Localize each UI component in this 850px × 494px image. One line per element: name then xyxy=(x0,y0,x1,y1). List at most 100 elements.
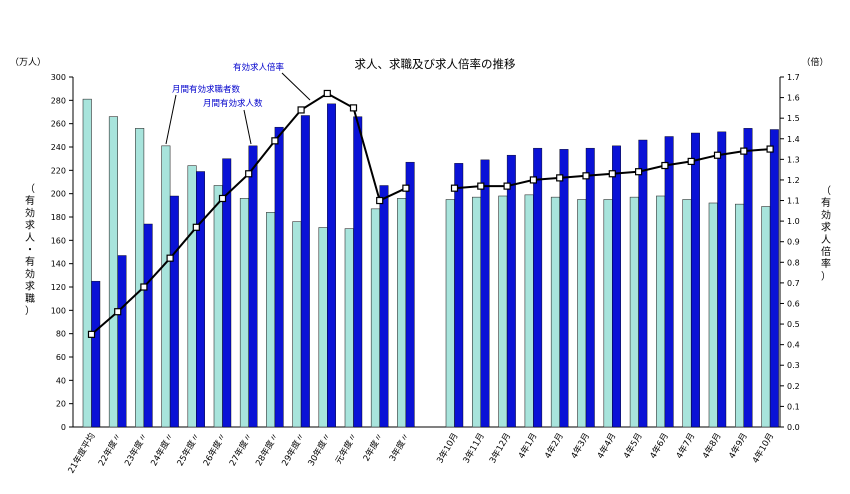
ratio-point xyxy=(166,254,174,262)
right-axis-title-char: 有 xyxy=(821,196,831,209)
bar-jobseekers xyxy=(266,212,276,428)
x-tick-label: 3年11月 xyxy=(461,431,487,465)
bar-openings xyxy=(274,126,284,428)
bar-jobseekers xyxy=(761,206,771,428)
bar-jobseekers xyxy=(161,145,171,428)
bar-openings xyxy=(222,158,232,428)
x-tick-label: 4年5月 xyxy=(621,431,644,461)
ratio-point xyxy=(634,168,643,176)
bar-jobseekers xyxy=(629,196,639,428)
left-tick-label: 80 xyxy=(56,330,66,339)
bar-jobseekers xyxy=(708,202,718,428)
left-tick-label: 140 xyxy=(51,260,66,269)
right-axis-title-char: 倍 xyxy=(821,245,831,258)
bar-jobseekers xyxy=(239,198,249,428)
x-tick-label: 30年度〃 xyxy=(306,431,334,468)
right-tick-label: 0.1 xyxy=(787,402,800,411)
x-tick-label: 22年度〃 xyxy=(96,431,124,468)
left-axis-title-char: （ xyxy=(25,183,35,195)
left-tick-label: 180 xyxy=(51,213,66,222)
bar-openings xyxy=(300,115,310,428)
x-tick-label: 29年度〃 xyxy=(280,431,308,468)
bar-openings xyxy=(743,128,753,428)
left-tick-label: 280 xyxy=(51,96,66,105)
bar-openings xyxy=(533,147,543,428)
bar-jobseekers xyxy=(656,195,666,428)
bar-openings xyxy=(405,161,415,428)
annotation-openings: 月間有効求人数 xyxy=(203,98,263,109)
bar-openings xyxy=(248,145,258,428)
left-axis-title-char: 人 xyxy=(25,232,35,244)
x-tick-label: 2年度〃 xyxy=(361,431,386,463)
ratio-point xyxy=(218,194,227,203)
right-axis-title-char: 効 xyxy=(821,208,831,221)
bar-jobseekers xyxy=(397,198,407,428)
ratio-point xyxy=(402,184,410,192)
x-tick-label: 4年3月 xyxy=(569,431,592,461)
bar-openings xyxy=(717,131,727,428)
bar-jobseekers xyxy=(108,116,118,428)
left-tick-label: 40 xyxy=(56,376,66,385)
right-tick-label: 1.0 xyxy=(787,217,800,226)
left-tick-label: 260 xyxy=(51,120,66,129)
left-tick-label: 240 xyxy=(51,143,66,152)
left-axis-title-char: 求 xyxy=(25,281,35,293)
x-tick-label: 4年7月 xyxy=(674,431,697,461)
ratio-point xyxy=(529,176,538,184)
bar-openings xyxy=(664,136,674,428)
bar-openings xyxy=(169,195,179,428)
x-tick-label: 3年10月 xyxy=(434,431,460,465)
ratio-point xyxy=(582,172,590,180)
bar-openings xyxy=(454,163,464,428)
bar-openings xyxy=(379,185,389,428)
ratio-point xyxy=(114,308,122,316)
bar-jobseekers xyxy=(524,194,534,428)
ratio-point xyxy=(87,330,96,338)
annotation-jobseekers-leader xyxy=(165,94,177,145)
right-tick-label: 1.3 xyxy=(787,155,800,164)
ratio-point xyxy=(245,170,253,178)
bar-jobseekers xyxy=(292,221,302,428)
bar-jobseekers xyxy=(135,128,145,428)
left-axis-title-char: 効 xyxy=(25,206,35,219)
ratio-point xyxy=(713,151,722,159)
x-tick-label: 4年2月 xyxy=(542,431,565,461)
ratio-point xyxy=(323,89,331,98)
right-tick-label: 0.6 xyxy=(787,299,800,308)
right-axis-title-char: ） xyxy=(821,270,831,282)
right-axis-title-char: （ xyxy=(821,185,831,197)
left-tick-label: 100 xyxy=(51,306,66,315)
left-axis-title-char: 求 xyxy=(25,220,35,232)
right-tick-label: 1.2 xyxy=(787,176,800,185)
bar-openings xyxy=(585,147,595,428)
left-axis-title-char: ） xyxy=(25,305,35,317)
x-tick-label: 4年10月 xyxy=(750,431,776,465)
ratio-point xyxy=(140,283,148,291)
bar-openings xyxy=(691,132,700,428)
ratio-point xyxy=(556,174,564,182)
chart-title: 求人、求職及び求人倍率の推移 xyxy=(355,57,516,71)
bar-openings xyxy=(612,145,621,428)
x-tick-label: 4年8月 xyxy=(700,431,723,461)
bar-openings xyxy=(327,103,336,428)
right-axis-title-char: 求 xyxy=(821,222,831,234)
ratio-point xyxy=(450,184,459,192)
ratio-point xyxy=(687,157,695,166)
left-tick-label: 220 xyxy=(51,166,66,175)
right-tick-label: 1.1 xyxy=(787,197,800,206)
right-tick-label: 1.5 xyxy=(787,114,800,123)
annotation-ratio-leader xyxy=(281,72,311,101)
left-tick-label: 160 xyxy=(51,236,66,245)
bar-openings xyxy=(769,129,779,428)
right-tick-label: 0.8 xyxy=(787,258,800,267)
bar-openings xyxy=(506,154,516,428)
ratio-point xyxy=(271,137,279,145)
x-tick-label: 26年度〃 xyxy=(201,431,229,468)
ratio-point xyxy=(477,182,485,190)
left-unit-label: （万人） xyxy=(10,57,46,68)
bar-openings xyxy=(143,223,153,428)
x-tick-label: 4年1月 xyxy=(516,431,539,461)
x-tick-label: 3年12月 xyxy=(487,431,513,465)
annotation-openings-leader xyxy=(243,109,252,145)
